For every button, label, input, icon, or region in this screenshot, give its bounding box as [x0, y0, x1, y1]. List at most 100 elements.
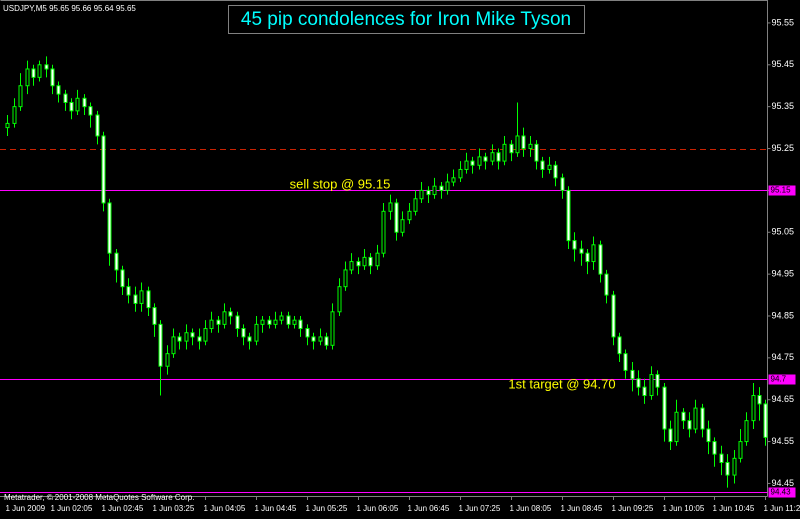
level-tag-label: 94.43 — [771, 488, 792, 497]
candle-body — [732, 457, 737, 476]
candle-body — [630, 369, 635, 380]
x-tick-label: 1 Jun 06:05 — [357, 504, 399, 513]
level-tag — [768, 487, 796, 498]
candle-body — [222, 311, 227, 325]
candle-body — [763, 403, 768, 438]
candle-body — [330, 311, 335, 346]
candle-body — [50, 68, 55, 87]
candle-body — [515, 135, 520, 154]
candle-body — [267, 319, 272, 325]
candle-body — [63, 93, 68, 103]
y-tick-label: 94.55 — [772, 436, 795, 446]
candle-body — [553, 164, 558, 179]
candle-body — [725, 462, 730, 476]
candle-body — [458, 168, 463, 179]
x-tick-label: 1 Jun 11:25 — [764, 504, 800, 513]
candle-body — [25, 68, 30, 87]
candle-body — [139, 290, 144, 304]
candle-body — [400, 219, 405, 233]
y-tick-label: 95.55 — [772, 17, 795, 27]
candle-body — [496, 152, 501, 162]
y-tick-label: 94.95 — [772, 268, 795, 278]
candle-body — [502, 143, 507, 162]
candle-body — [662, 386, 667, 430]
candle-body — [146, 290, 151, 309]
candle-body — [585, 252, 590, 263]
candle-body — [700, 407, 705, 430]
candle-body — [439, 185, 444, 191]
candle-body — [279, 315, 284, 321]
candle-body — [719, 453, 724, 464]
y-tick-label: 94.45 — [772, 478, 795, 488]
candle-body — [203, 328, 208, 342]
candle-body — [337, 286, 342, 313]
candle-body — [413, 198, 418, 212]
x-tick-label: 1 Jun 05:25 — [306, 504, 348, 513]
candle-body — [209, 319, 214, 330]
candle-body — [44, 64, 49, 70]
candle-body — [490, 152, 495, 162]
candle-body — [451, 177, 456, 183]
candle-body — [126, 286, 131, 296]
candle-body — [311, 336, 316, 342]
x-tick-label: 1 Jun 08:45 — [561, 504, 603, 513]
candle-body — [247, 336, 252, 342]
title-box — [228, 5, 585, 34]
candle-body — [655, 374, 660, 388]
candle-body — [375, 252, 380, 267]
candle-body — [591, 244, 596, 263]
chart-title: 45 pip condolences for Iron Mike Tyson — [241, 9, 571, 30]
candle-body — [56, 85, 61, 95]
candle-body — [426, 189, 431, 196]
candle-body — [37, 64, 42, 78]
y-tick-label: 95.25 — [772, 143, 795, 153]
annotation: sell stop @ 95.15 — [290, 176, 391, 191]
candle-body — [18, 85, 23, 108]
candle-body — [477, 156, 482, 166]
candle-body — [190, 332, 195, 338]
candle-body — [579, 248, 584, 254]
x-tick-label: 1 Jun 02:05 — [51, 504, 93, 513]
candle-body — [241, 328, 246, 338]
candle-body — [470, 160, 475, 166]
candle-body — [12, 106, 17, 124]
x-tick-label: 1 Jun 10:05 — [663, 504, 705, 513]
y-tick-label: 95.35 — [772, 101, 795, 111]
candle-body — [388, 202, 393, 212]
candle-body — [75, 97, 80, 112]
footer: Metatrader, © 2001-2008 MetaQuotes Softw… — [4, 493, 194, 502]
candle-body — [706, 428, 711, 443]
level-tag — [768, 185, 796, 196]
candle-body — [356, 261, 361, 267]
candle-body — [292, 319, 297, 325]
candle-body — [260, 319, 265, 325]
candle-body — [636, 378, 641, 388]
candle-body — [298, 319, 303, 330]
candle-body — [184, 332, 189, 342]
candle-body — [82, 97, 87, 108]
level-tag-label: 94.7 — [771, 375, 787, 384]
candle-body — [528, 143, 533, 150]
candle-body — [547, 164, 552, 170]
x-tick-label: 1 Jun 10:45 — [713, 504, 755, 513]
candle-body — [432, 185, 437, 196]
candle-body — [5, 122, 10, 129]
candle-body — [197, 336, 202, 342]
candle-body — [114, 252, 119, 271]
candle-body — [324, 336, 329, 346]
candle-body — [744, 420, 749, 443]
candle-body — [95, 114, 100, 137]
candle-body — [171, 336, 176, 355]
y-tick-label: 94.75 — [772, 352, 795, 362]
candle-body — [305, 328, 310, 338]
candle-body — [318, 336, 323, 342]
candle-body — [738, 441, 743, 459]
x-tick-label: 1 Jun 09:25 — [612, 504, 654, 513]
candle-body — [751, 395, 756, 422]
candle-body — [534, 143, 539, 162]
candle-body — [483, 156, 488, 162]
candle-body — [286, 315, 291, 325]
candle-body — [228, 311, 233, 317]
